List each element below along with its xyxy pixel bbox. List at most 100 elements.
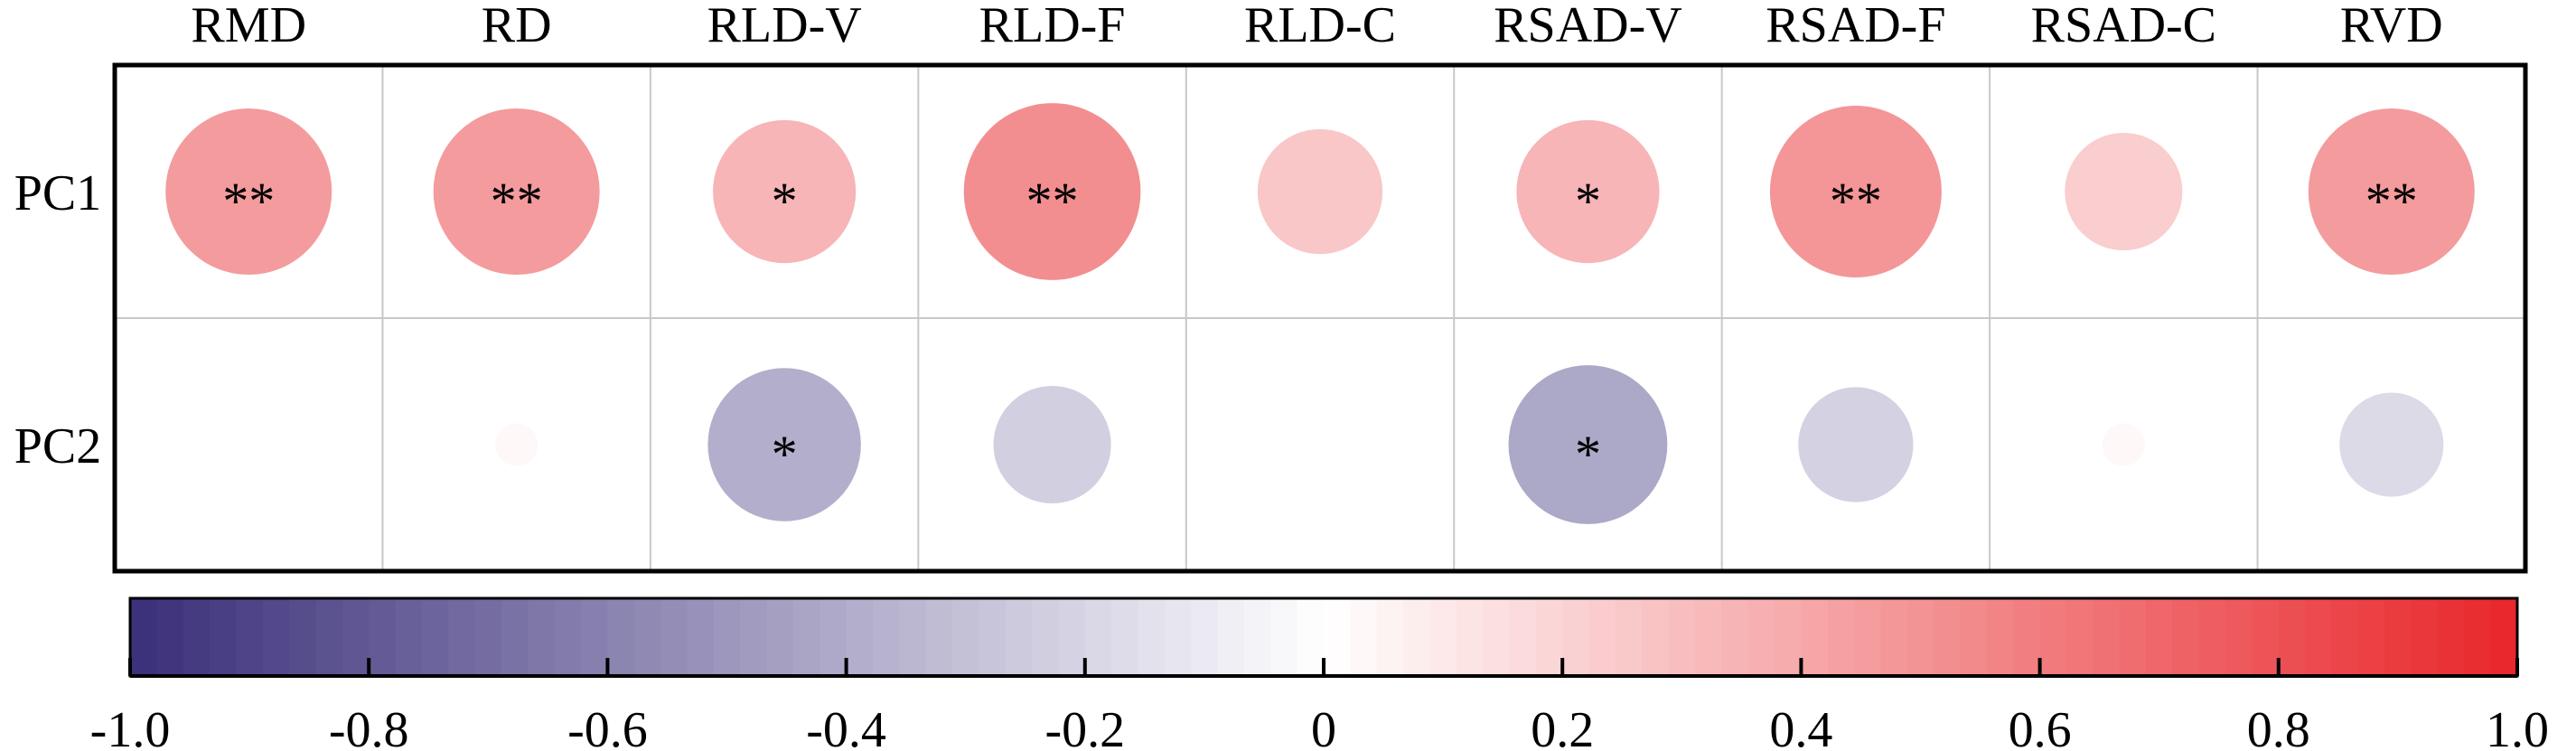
column-labels: RMD RD RLD-V RLD-F RLD-C RSAD-V RSAD-F RSAD-C RV… — [191, 0, 2442, 53]
colorbar-segment — [1854, 598, 1882, 676]
colorbar-segment — [687, 598, 715, 676]
significance-marker: ** — [1830, 172, 1882, 230]
colorbar-segment — [1324, 598, 1351, 676]
colorbar-segment — [1005, 598, 1033, 676]
colorbar-segment — [1217, 598, 1245, 676]
colorbar-segment — [1801, 598, 1829, 676]
column-label: RLD-F — [979, 0, 1126, 53]
colorbar-segment — [581, 598, 608, 676]
colorbar-segment — [2357, 598, 2385, 676]
correlation-circle — [2308, 108, 2475, 276]
colorbar-segment — [1906, 598, 1934, 676]
colorbar-segment — [1456, 598, 1484, 676]
colorbar-segment — [1509, 598, 1537, 676]
colorbar-segment — [528, 598, 556, 676]
colorbar-segment — [262, 598, 290, 676]
colorbar-segment — [899, 598, 927, 676]
colorbar-segment — [1032, 598, 1060, 676]
significance-marker: ** — [222, 172, 275, 230]
correlation-circle — [1257, 128, 1383, 255]
colorbar-segment — [1986, 598, 2014, 676]
column-label: RSAD-C — [2031, 0, 2216, 53]
row-labels: PC1 PC2 — [14, 165, 102, 474]
colorbar-segment — [1960, 598, 1988, 676]
colorbar-segment — [1297, 598, 1325, 676]
colorbar-segment — [369, 598, 397, 676]
colorbar-segment — [2172, 598, 2200, 676]
colorbar-segment — [1642, 598, 1670, 676]
correlation-circle — [963, 103, 1141, 280]
colorbar-segment — [1588, 598, 1616, 676]
colorbar-tick-label: 0 — [1311, 702, 1336, 751]
correlation-circle — [2339, 392, 2444, 497]
colorbar-segment — [2305, 598, 2333, 676]
colorbar-segment — [156, 598, 184, 676]
colorbar-segment — [872, 598, 900, 676]
colorbar-segment — [1058, 598, 1086, 676]
colorbar: -1.0 -0.8 -0.6 -0.4 -0.2 0 0.2 0.4 0.6 0.8 1.0 — [90, 596, 2549, 751]
colorbar-segment — [792, 598, 820, 676]
colorbar-segment — [289, 598, 317, 676]
correlation-circles — [165, 103, 2475, 524]
colorbar-segment — [1747, 598, 1775, 676]
column-label: RMD — [191, 0, 306, 53]
colorbar-segment — [1191, 598, 1219, 676]
significance-marker: * — [772, 172, 798, 230]
colorbar-segment — [315, 598, 343, 676]
colorbar-segment — [1615, 598, 1643, 676]
colorbar-segment — [713, 598, 741, 676]
colorbar-tick-label: -0.4 — [806, 702, 886, 751]
colorbar-segment — [1483, 598, 1511, 676]
colorbar-segment — [2252, 598, 2280, 676]
column-label: RSAD-F — [1766, 0, 1945, 53]
colorbar-segment — [1084, 598, 1112, 676]
colorbar-tick-label: -0.6 — [567, 702, 648, 751]
correlation-circle — [495, 423, 539, 466]
colorbar-segment — [1429, 598, 1457, 676]
correlation-circle — [993, 385, 1111, 504]
colorbar-segment — [210, 598, 238, 676]
colorbar-segment — [2411, 598, 2439, 676]
colorbar-segment — [183, 598, 211, 676]
colorbar-segment — [979, 598, 1007, 676]
colorbar-segment — [766, 598, 794, 676]
colorbar-segment — [2464, 598, 2492, 676]
colorbar-tick-label: 0.4 — [1769, 702, 1832, 751]
correlation-circle — [1516, 119, 1660, 264]
colorbar-segment — [2065, 598, 2094, 676]
colorbar-segment — [1721, 598, 1749, 676]
colorbar-segment — [1775, 598, 1802, 676]
colorbar-segment — [1827, 598, 1855, 676]
column-label: RSAD-V — [1494, 0, 1681, 53]
colorbar-segment — [1164, 598, 1192, 676]
colorbar-segment — [1934, 598, 1962, 676]
correlation-circle — [1798, 387, 1914, 502]
colorbar-segment — [554, 598, 582, 676]
colorbar-tick-label: -0.2 — [1044, 702, 1125, 751]
colorbar-segment — [2490, 598, 2518, 676]
colorbar-tick-label: 0.6 — [2009, 702, 2072, 751]
colorbar-tick-label: 1.0 — [2486, 702, 2549, 751]
significance-marker: ** — [491, 172, 543, 230]
significance-marker: * — [1575, 425, 1601, 483]
colorbar-segment — [1243, 598, 1271, 676]
colorbar-segment — [342, 598, 370, 676]
correlation-circle — [713, 119, 857, 264]
colorbar-segment — [2013, 598, 2041, 676]
colorbar-segment — [607, 598, 635, 676]
colorbar-segment — [1111, 598, 1139, 676]
colorbar-segment — [2146, 598, 2173, 676]
colorbar-segment — [448, 598, 476, 676]
colorbar-segment — [660, 598, 688, 676]
correlation-circle — [433, 108, 600, 276]
colorbar-segment — [1376, 598, 1404, 676]
colorbar-segment — [925, 598, 953, 676]
correlation-circle — [165, 108, 333, 276]
colorbar-segment — [2198, 598, 2226, 676]
column-label: RVD — [2340, 0, 2443, 53]
colorbar-segment — [395, 598, 423, 676]
colorbar-segment — [2093, 598, 2121, 676]
correlation-circle — [707, 368, 861, 521]
colorbar-tick-label: 0.8 — [2247, 702, 2310, 751]
colorbar-segment — [846, 598, 874, 676]
